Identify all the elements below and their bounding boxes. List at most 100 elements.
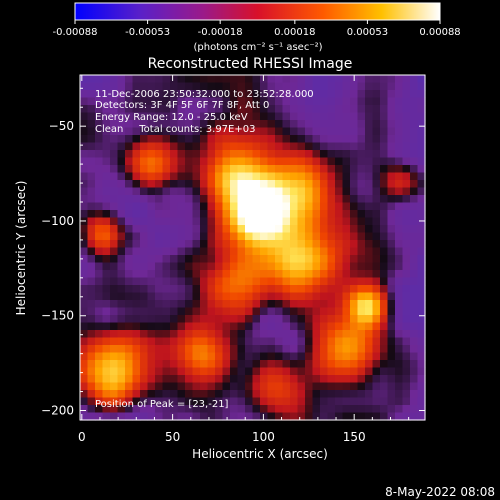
heatmap-cell bbox=[95, 232, 104, 241]
heatmap-cell bbox=[402, 300, 411, 309]
heatmap-cell bbox=[192, 225, 201, 234]
heatmap-cell bbox=[140, 337, 149, 346]
heatmap-cell bbox=[387, 412, 396, 421]
heatmap-cell bbox=[207, 225, 216, 234]
heatmap-cell bbox=[192, 270, 201, 279]
heatmap-cell bbox=[402, 270, 411, 279]
heatmap-cell bbox=[170, 202, 179, 211]
heatmap-cell bbox=[320, 337, 329, 346]
heatmap-cell bbox=[95, 360, 104, 369]
heatmap-cell bbox=[140, 135, 149, 144]
heatmap-cell bbox=[177, 120, 186, 129]
heatmap-cell bbox=[110, 300, 119, 309]
heatmap-cell bbox=[365, 217, 374, 226]
heatmap-cell bbox=[117, 82, 126, 91]
heatmap-cell bbox=[117, 180, 126, 189]
heatmap-cell bbox=[267, 232, 276, 241]
heatmap-cell bbox=[102, 172, 111, 181]
heatmap-cell bbox=[282, 390, 291, 399]
heatmap-cell bbox=[395, 390, 404, 399]
heatmap-cell bbox=[395, 120, 404, 129]
heatmap-cell bbox=[222, 195, 231, 204]
heatmap-cell bbox=[335, 307, 344, 316]
heatmap-cell bbox=[207, 412, 216, 421]
heatmap-cell bbox=[387, 322, 396, 331]
heatmap-cell bbox=[410, 157, 419, 166]
heatmap-cell bbox=[140, 210, 149, 219]
heatmap-cell bbox=[177, 352, 186, 361]
heatmap-cell bbox=[95, 82, 104, 91]
heatmap-cell bbox=[87, 307, 96, 316]
heatmap-cell bbox=[365, 360, 374, 369]
heatmap-cell bbox=[402, 285, 411, 294]
heatmap-cell bbox=[327, 210, 336, 219]
heatmap-cell bbox=[162, 105, 171, 114]
heatmap-cell bbox=[102, 97, 111, 106]
heatmap-cell bbox=[320, 315, 329, 324]
x-tick-label: 50 bbox=[165, 430, 180, 444]
heatmap-cell bbox=[170, 247, 179, 256]
heatmap-cell bbox=[267, 315, 276, 324]
heatmap-cell bbox=[117, 135, 126, 144]
heatmap-cell bbox=[372, 270, 381, 279]
heatmap-cell bbox=[350, 187, 359, 196]
heatmap-cell bbox=[200, 150, 209, 159]
heatmap-cell bbox=[305, 225, 314, 234]
heatmap-cell bbox=[342, 187, 351, 196]
heatmap-cell bbox=[200, 187, 209, 196]
heatmap-cell bbox=[87, 382, 96, 391]
heatmap-cell bbox=[207, 292, 216, 301]
heatmap-cell bbox=[215, 375, 224, 384]
heatmap-cell bbox=[147, 135, 156, 144]
heatmap-cell bbox=[207, 165, 216, 174]
heatmap-cell bbox=[222, 375, 231, 384]
heatmap-cell bbox=[245, 322, 254, 331]
heatmap-cell bbox=[80, 217, 89, 226]
heatmap-cell bbox=[350, 202, 359, 211]
heatmap-cell bbox=[275, 277, 284, 286]
heatmap-cell bbox=[350, 382, 359, 391]
heatmap-cell bbox=[87, 135, 96, 144]
heatmap-cell bbox=[267, 277, 276, 286]
heatmap-cell bbox=[327, 112, 336, 121]
heatmap-cell bbox=[140, 105, 149, 114]
heatmap-cell bbox=[350, 315, 359, 324]
heatmap-cell bbox=[132, 157, 141, 166]
heatmap-cell bbox=[395, 217, 404, 226]
heatmap-cell bbox=[185, 180, 194, 189]
heatmap-cell bbox=[260, 240, 269, 249]
heatmap-cell bbox=[260, 210, 269, 219]
heatmap-cell bbox=[132, 322, 141, 331]
heatmap-cell bbox=[215, 270, 224, 279]
heatmap-cell bbox=[320, 112, 329, 121]
heatmap-cell bbox=[312, 157, 321, 166]
heatmap-cell bbox=[327, 352, 336, 361]
heatmap-cell bbox=[140, 187, 149, 196]
heatmap-cell bbox=[387, 210, 396, 219]
heatmap-cell bbox=[110, 127, 119, 136]
heatmap-cell bbox=[95, 322, 104, 331]
heatmap-cell bbox=[357, 90, 366, 99]
heatmap-cell bbox=[140, 405, 149, 414]
heatmap-cell bbox=[140, 330, 149, 339]
heatmap-cell bbox=[147, 255, 156, 264]
heatmap-cell bbox=[80, 412, 89, 421]
heatmap-cell bbox=[125, 322, 134, 331]
heatmap-cell bbox=[320, 232, 329, 241]
heatmap-cell bbox=[395, 367, 404, 376]
heatmap-cell bbox=[87, 330, 96, 339]
heatmap-cell bbox=[380, 322, 389, 331]
heatmap-cell bbox=[125, 405, 134, 414]
heatmap-cell bbox=[312, 105, 321, 114]
heatmap-cell bbox=[237, 187, 246, 196]
heatmap-cell bbox=[222, 247, 231, 256]
heatmap-cell bbox=[102, 345, 111, 354]
heatmap-cell bbox=[200, 330, 209, 339]
heatmap-cell bbox=[380, 292, 389, 301]
heatmap-cell bbox=[327, 225, 336, 234]
heatmap-cell bbox=[177, 195, 186, 204]
heatmap-cell bbox=[327, 97, 336, 106]
heatmap-cell bbox=[155, 292, 164, 301]
heatmap-cell bbox=[357, 187, 366, 196]
heatmap-cell bbox=[342, 97, 351, 106]
